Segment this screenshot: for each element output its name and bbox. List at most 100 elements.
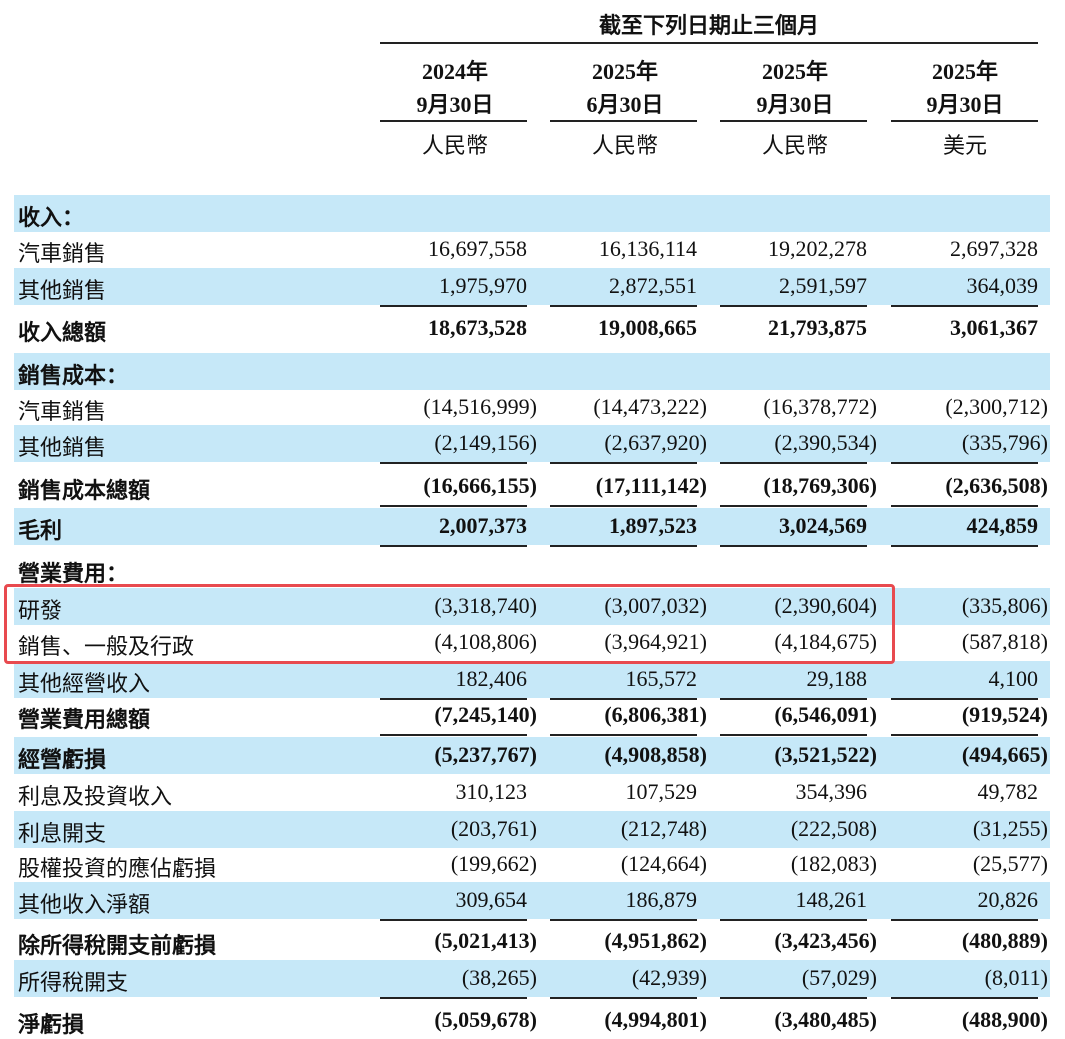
column-currency: 人民幣 [591,133,658,158]
row-label: 銷售成本： [18,363,129,388]
cell-value: 424,859 [966,513,1039,538]
cell-value: (14,473,222) [593,394,707,419]
total-rule [720,919,867,921]
cell-value: 2,872,551 [609,273,697,298]
cell-value: (3,480,485) [774,1007,877,1032]
total-rule [380,698,527,700]
cell-value: 16,697,558 [428,236,527,261]
row-label: 研發 [18,598,63,623]
row-label: 銷售成本總額 [18,478,151,503]
cell-value: (3,007,032) [604,593,707,618]
total-rule [380,305,527,307]
row-label: 經營虧損 [18,747,107,772]
cell-value: (4,908,858) [604,742,707,767]
cell-value: (3,964,921) [604,629,707,654]
cell-value: 2,007,373 [439,513,527,538]
row-shade [14,353,1050,390]
total-rule [550,462,697,464]
cell-value: 182,406 [455,666,528,691]
cell-value: 354,396 [795,779,868,804]
total-rule [891,545,1038,547]
cell-value: (5,021,413) [434,928,537,953]
cell-value: (3,318,740) [434,593,537,618]
cell-value: (182,083) [790,851,877,876]
row-shade [14,195,1050,232]
total-rule [720,462,867,464]
header-title: 截至下列日期止三個月 [598,13,819,38]
total-rule [720,545,867,547]
column-date: 9月30日 [756,92,834,117]
cell-value: 3,061,367 [950,315,1038,340]
cell-value: 19,202,278 [768,236,867,261]
row-label: 毛利 [18,518,63,543]
cell-value: (42,939) [631,965,707,990]
cell-value: (2,300,712) [945,394,1048,419]
row-shade [14,508,1050,545]
total-rule [720,734,867,736]
total-rule [891,734,1038,736]
cell-value: 18,673,528 [428,315,527,340]
total-rule [380,997,527,999]
row-label: 其他銷售 [18,435,107,460]
row-label: 收入： [18,205,85,230]
column-rule [720,120,867,122]
row-label: 除所得稅開支前虧損 [18,933,217,958]
total-rule [891,997,1038,999]
total-rule [380,734,527,736]
row-shade [14,882,1050,919]
row-label: 所得稅開支 [18,970,129,995]
cell-value: 1,975,970 [439,273,527,298]
cell-value: (2,637,920) [604,430,707,455]
row-label: 收入總額 [18,320,107,345]
cell-value: (494,665) [961,742,1048,767]
cell-value: (587,818) [961,629,1048,654]
cell-value: (199,662) [450,851,537,876]
row-label: 銷售、一般及行政 [18,634,195,659]
row-shade [14,661,1050,698]
cell-value: (124,664) [620,851,707,876]
row-label: 其他銷售 [18,278,107,303]
cell-value: (4,184,675) [774,629,877,654]
total-rule [891,505,1038,507]
column-rule [380,120,527,122]
cell-value: (38,265) [461,965,537,990]
cell-value: 1,897,523 [609,513,697,538]
total-rule [380,462,527,464]
cell-value: 20,826 [977,887,1039,912]
cell-value: 16,136,114 [598,236,697,261]
cell-value: (6,546,091) [774,702,877,727]
highlight-box [4,584,895,664]
cell-value: (335,806) [961,593,1048,618]
cell-value: (5,059,678) [434,1007,537,1032]
total-rule [550,545,697,547]
cell-value: (16,666,155) [423,473,537,498]
cell-value: 3,024,569 [779,513,867,538]
cell-value: (57,029) [801,965,877,990]
row-label: 利息及投資收入 [18,784,173,809]
cell-value: (2,390,534) [774,430,877,455]
column-year: 2024年 [421,59,488,84]
column-rule [891,120,1038,122]
total-rule [380,545,527,547]
cell-value: (4,108,806) [434,629,537,654]
cell-value: (222,508) [790,816,877,841]
cell-value: (3,423,456) [774,928,877,953]
column-year: 2025年 [591,59,658,84]
total-rule [720,997,867,999]
total-rule [380,919,527,921]
cell-value: (212,748) [620,816,707,841]
total-rule [891,698,1038,700]
row-label: 營業費用： [18,561,129,586]
total-rule [550,997,697,999]
cell-value: (3,521,522) [774,742,877,767]
row-shade [14,737,1050,774]
column-date: 6月30日 [586,92,664,117]
cell-value: (4,951,862) [604,928,707,953]
cell-value: (18,769,306) [763,473,877,498]
cell-value: 49,782 [977,779,1039,804]
cell-value: 148,261 [795,887,868,912]
cell-value: (2,636,508) [945,473,1048,498]
cell-value: 21,793,875 [768,315,867,340]
total-rule [720,305,867,307]
